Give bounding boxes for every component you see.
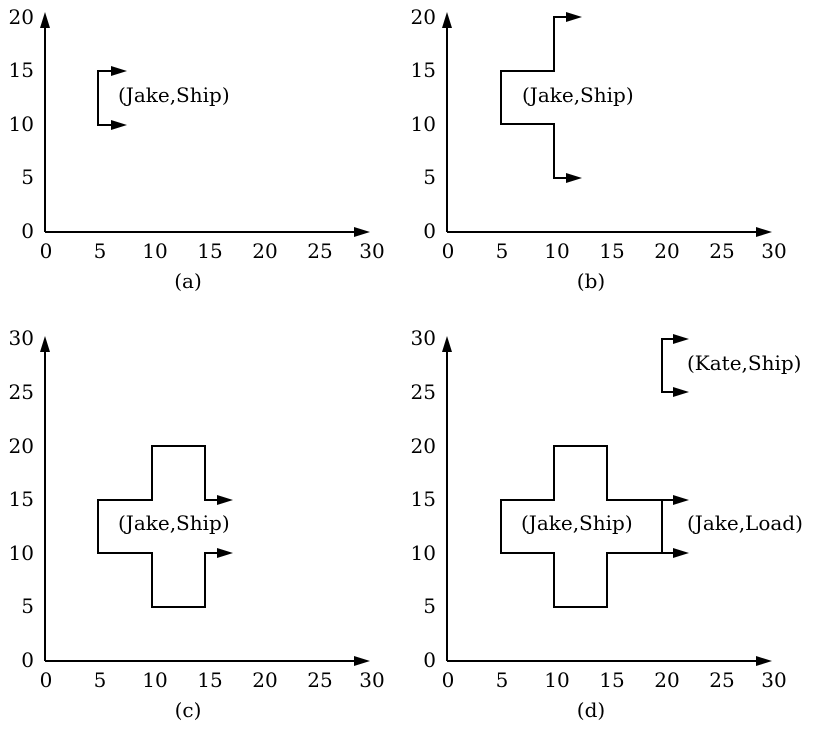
y-tick-label: 10 [411,112,436,136]
y-tick-label: 20 [411,434,436,458]
x-tick-label: 5 [496,668,509,692]
y-tick-label: 20 [9,5,34,29]
y-tick-label: 10 [9,541,34,565]
x-tick-label: 0 [40,668,53,692]
x-tick-label: 30 [359,668,384,692]
y-tick-label: 0 [21,219,34,243]
x-tick-label: 15 [197,668,222,692]
region-label: (Jake,Load) [687,511,803,535]
x-tick-label: 20 [654,668,679,692]
panel-c: 0 5 10 15 20 25 30 0 5 10 15 20 25 30 (J… [9,326,385,722]
x-tick-label: 25 [709,668,734,692]
y-tick-label: 30 [9,326,34,350]
x-tick-label: 10 [544,668,569,692]
region-outline [97,70,119,126]
y-tick-label: 5 [21,594,34,618]
y-tick-label: 5 [423,165,436,189]
y-tick-label: 5 [21,165,34,189]
x-tick-label: 0 [40,239,53,263]
open-boundary-arrow [217,548,233,558]
region-label: (Jake,Ship) [118,511,230,535]
y-axis-arrow [40,336,50,352]
panel-caption: (c) [175,698,202,722]
open-boundary-arrow [673,334,689,344]
panel-caption: (b) [577,269,605,293]
x-tick-label: 30 [761,239,786,263]
region-outline [97,445,224,608]
open-boundary-arrow [566,173,582,183]
x-tick-label: 30 [359,239,384,263]
x-tick-label: 25 [307,239,332,263]
region-outline [500,16,573,179]
x-tick-label: 25 [709,239,734,263]
x-axis-arrow [756,656,772,666]
x-tick-label: 5 [94,668,107,692]
open-boundary-arrow [217,495,233,505]
x-tick-label: 0 [442,668,455,692]
y-tick-label: 15 [411,58,436,82]
x-tick-label: 10 [142,668,167,692]
y-tick-label: 15 [9,487,34,511]
panel-d: 0 5 10 15 20 25 30 0 5 10 15 20 25 30 (J… [411,326,803,722]
x-tick-label: 20 [252,668,277,692]
open-boundary-arrow [566,12,582,22]
region-label: (Jake,Ship) [521,511,633,535]
panel-b: 0 5 10 15 20 25 30 0 5 10 15 20 (Jake,Sh… [411,5,787,293]
open-boundary-arrow [673,387,689,397]
x-tick-label: 15 [599,668,624,692]
y-tick-label: 30 [411,326,436,350]
x-axis-arrow [354,227,370,237]
x-axis-arrow [354,656,370,666]
y-tick-label: 15 [411,487,436,511]
open-boundary-arrow [111,120,127,130]
y-tick-label: 20 [411,5,436,29]
y-tick-label: 10 [411,541,436,565]
x-axis-arrow [756,227,772,237]
x-tick-label: 10 [544,239,569,263]
y-tick-label: 5 [423,594,436,618]
x-tick-label: 5 [94,239,107,263]
panel-a: 0 5 10 15 20 25 30 0 5 10 15 20 (Jake,Sh… [9,5,385,293]
y-axis-arrow [40,12,50,28]
panel-caption: (d) [577,698,605,722]
open-boundary-arrow [673,495,689,505]
y-axis-arrow [442,336,452,352]
x-tick-label: 15 [197,239,222,263]
region-label: (Jake,Ship) [118,83,230,107]
region-outline [500,445,663,608]
y-tick-label: 20 [9,434,34,458]
open-boundary-arrow [673,548,689,558]
x-tick-label: 5 [496,239,509,263]
x-tick-label: 0 [442,239,455,263]
y-tick-label: 25 [9,380,34,404]
y-tick-label: 10 [9,112,34,136]
y-axis-arrow [442,12,452,28]
y-tick-label: 25 [411,380,436,404]
x-tick-label: 20 [654,239,679,263]
region-label: (Jake,Ship) [522,83,634,107]
region-outline [661,338,677,393]
open-boundary-arrow [111,66,127,76]
x-tick-label: 15 [599,239,624,263]
x-tick-label: 20 [252,239,277,263]
y-tick-label: 0 [21,648,34,672]
x-tick-label: 25 [307,668,332,692]
y-tick-label: 0 [423,219,436,243]
y-tick-label: 15 [9,58,34,82]
region-label: (Kate,Ship) [687,351,801,375]
x-tick-label: 30 [761,668,786,692]
panel-caption: (a) [174,269,202,293]
x-tick-label: 10 [142,239,167,263]
y-tick-label: 0 [423,648,436,672]
